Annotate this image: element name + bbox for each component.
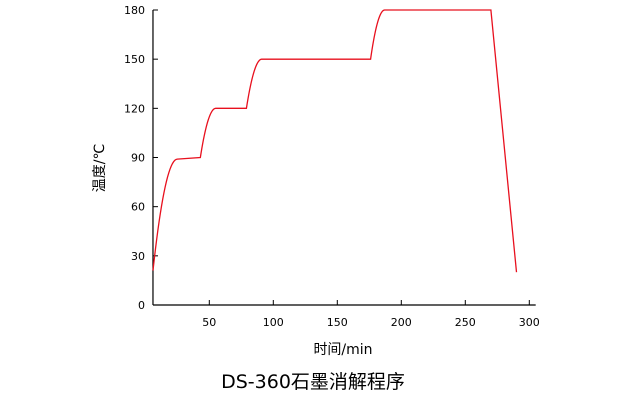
x-tick-label: 200 — [391, 316, 412, 329]
y-tick-label: 150 — [124, 53, 145, 66]
x-tick-label: 250 — [455, 316, 476, 329]
x-tick-label: 300 — [519, 316, 540, 329]
y-axis-label: 温度/℃ — [92, 144, 108, 192]
y-tick-label: 0 — [138, 299, 145, 312]
x-axis-label: 时间/min — [313, 342, 372, 358]
axes: 50 100 150 200 250 300 0 30 60 90 120 150 180 — [124, 4, 540, 329]
y-tick-label: 60 — [131, 201, 145, 214]
y-tick-label: 180 — [124, 4, 145, 17]
y-tick-label: 30 — [131, 250, 145, 263]
x-tick-label: 150 — [327, 316, 348, 329]
x-tick-label: 100 — [263, 316, 284, 329]
x-tick-label: 50 — [202, 316, 216, 329]
y-tick-label: 120 — [124, 102, 145, 115]
chart-title: DS-360石墨消解程序 — [221, 371, 405, 393]
y-tick-label: 90 — [131, 152, 145, 165]
series-line — [152, 9, 518, 273]
